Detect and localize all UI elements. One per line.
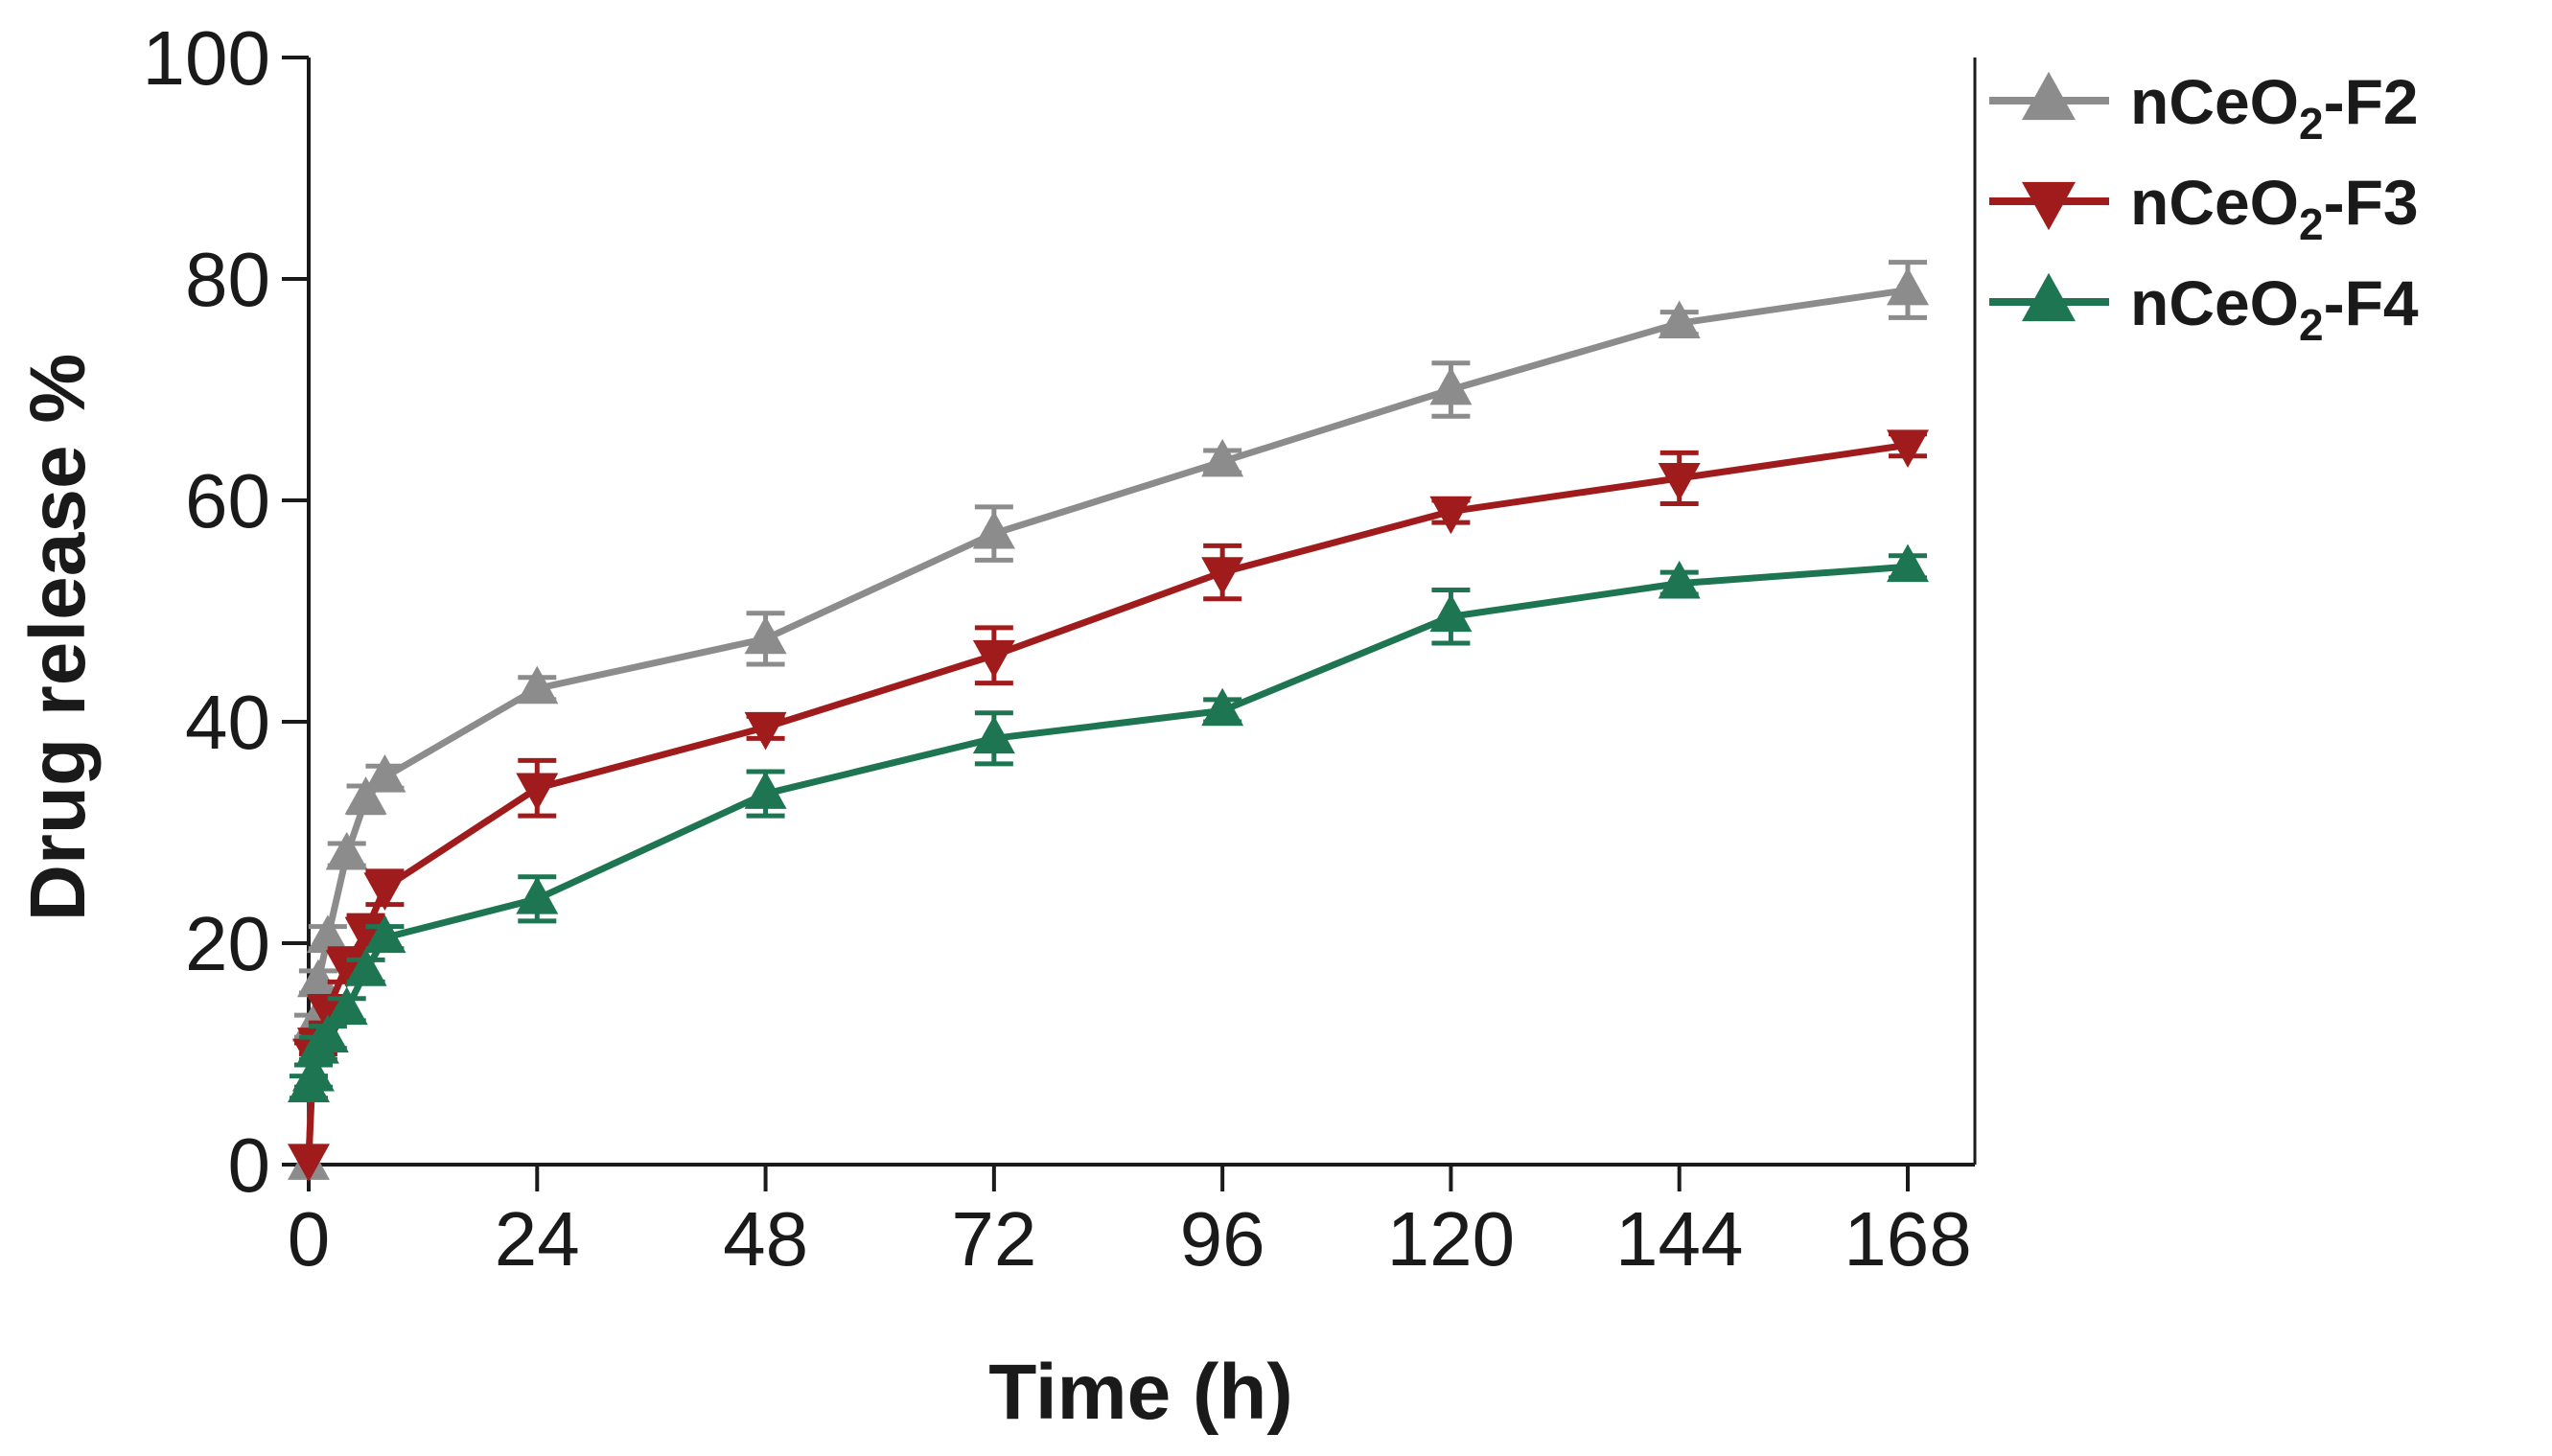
data-point-nCeO2-F4-9 bbox=[972, 715, 1015, 754]
data-point-nCeO2-F3-0 bbox=[288, 1144, 330, 1182]
data-point-nCeO2-F3-7 bbox=[516, 773, 559, 812]
legend-label-tail: -F3 bbox=[2324, 167, 2419, 238]
data-point-nCeO2-F2-3 bbox=[306, 914, 349, 954]
data-point-nCeO2-F2-5 bbox=[344, 776, 387, 815]
data-point-nCeO2-F4-6 bbox=[363, 914, 406, 954]
data-point-nCeO2-F3-12 bbox=[1658, 463, 1701, 501]
x-tick-label-120: 120 bbox=[1387, 1196, 1515, 1282]
legend-label-tail: -F4 bbox=[2324, 267, 2419, 338]
data-point-nCeO2-F3-8 bbox=[744, 711, 787, 751]
legend-item-nCeO2-F3: nCeO2-F3 bbox=[1989, 167, 2419, 249]
data-point-nCeO2-F2-6 bbox=[363, 753, 406, 793]
legend-marker-nCeO2-F2 bbox=[2022, 71, 2076, 121]
series-nCeO2-F2 bbox=[288, 260, 1929, 1180]
data-point-nCeO2-F4-12 bbox=[1658, 560, 1701, 599]
x-tick-label-168: 168 bbox=[1844, 1196, 1971, 1282]
y-tick-label-20: 20 bbox=[185, 901, 270, 986]
legend-label-subscript: 2 bbox=[2299, 199, 2324, 249]
legend-label-nCeO2-F2: nCeO2-F2 bbox=[2130, 66, 2419, 149]
y-tick-label-100: 100 bbox=[143, 15, 270, 101]
data-point-nCeO2-F4-8 bbox=[744, 771, 787, 809]
legend-label-nCeO2-F3: nCeO2-F3 bbox=[2130, 167, 2419, 249]
data-point-nCeO2-F3-13 bbox=[1887, 429, 1929, 469]
data-point-nCeO2-F2-8 bbox=[744, 615, 787, 655]
data-point-nCeO2-F2-13 bbox=[1887, 266, 1929, 306]
data-point-nCeO2-F2-12 bbox=[1658, 300, 1701, 339]
x-tick-label-72: 72 bbox=[951, 1196, 1036, 1282]
legend-label-main: nCeO bbox=[2130, 267, 2299, 338]
data-point-nCeO2-F4-13 bbox=[1887, 543, 1929, 583]
series-line-nCeO2-F4 bbox=[305, 563, 1909, 1089]
legend-marker-nCeO2-F3 bbox=[2022, 181, 2076, 231]
data-point-nCeO2-F3-9 bbox=[972, 639, 1015, 679]
series-nCeO2-F4 bbox=[288, 543, 1929, 1102]
legend-item-nCeO2-F4: nCeO2-F4 bbox=[1989, 267, 2419, 350]
legend-label-subscript: 2 bbox=[2299, 99, 2324, 149]
y-axis-title: Drug release % bbox=[14, 354, 102, 922]
legend-label-subscript: 2 bbox=[2299, 300, 2324, 350]
data-point-nCeO2-F3-6 bbox=[363, 872, 406, 912]
data-point-nCeO2-F2-4 bbox=[325, 831, 368, 870]
data-point-nCeO2-F4-4 bbox=[325, 986, 368, 1026]
x-axis-title: Time (h) bbox=[988, 1349, 1292, 1436]
data-point-nCeO2-F4-1 bbox=[291, 1052, 335, 1092]
data-point-nCeO2-F4-10 bbox=[1201, 687, 1244, 727]
x-tick-label-48: 48 bbox=[723, 1196, 808, 1282]
y-tick-label-0: 0 bbox=[228, 1122, 271, 1208]
data-point-nCeO2-F3-10 bbox=[1201, 557, 1244, 595]
legend-label-nCeO2-F4: nCeO2-F4 bbox=[2130, 267, 2419, 350]
data-point-nCeO2-F2-7 bbox=[516, 665, 559, 705]
x-tick-label-24: 24 bbox=[495, 1196, 580, 1282]
legend-marker-nCeO2-F4 bbox=[2022, 272, 2076, 322]
series-layer bbox=[288, 260, 1929, 1182]
data-point-nCeO2-F3-11 bbox=[1429, 496, 1473, 535]
x-ticks: 0 24 48 72 96 120 144 168 bbox=[288, 1165, 1972, 1282]
legend-label-main: nCeO bbox=[2130, 66, 2299, 137]
legend-label-tail: -F2 bbox=[2324, 66, 2419, 137]
legend-item-nCeO2-F2: nCeO2-F2 bbox=[1989, 66, 2419, 149]
y-tick-label-80: 80 bbox=[185, 237, 270, 322]
data-point-nCeO2-F2-2 bbox=[296, 959, 339, 998]
data-point-nCeO2-F4-11 bbox=[1429, 593, 1473, 633]
data-point-nCeO2-F2-11 bbox=[1429, 366, 1473, 405]
y-ticks: 0 20 40 60 80 100 bbox=[143, 15, 309, 1208]
data-point-nCeO2-F4-3 bbox=[306, 1014, 349, 1053]
x-tick-label-144: 144 bbox=[1615, 1196, 1743, 1282]
data-point-nCeO2-F4-7 bbox=[516, 876, 559, 914]
y-tick-label-60: 60 bbox=[185, 458, 270, 543]
data-point-nCeO2-F4-5 bbox=[344, 948, 387, 986]
y-tick-label-40: 40 bbox=[185, 680, 270, 765]
axes bbox=[307, 58, 1977, 1167]
legend-label-main: nCeO bbox=[2130, 167, 2299, 238]
data-point-nCeO2-F2-10 bbox=[1201, 438, 1244, 477]
x-tick-label-96: 96 bbox=[1180, 1196, 1265, 1282]
x-tick-label-0: 0 bbox=[288, 1196, 331, 1282]
series-line-nCeO2-F3 bbox=[305, 441, 1909, 1160]
data-point-nCeO2-F2-9 bbox=[972, 510, 1015, 549]
series-nCeO2-F3 bbox=[288, 429, 1929, 1182]
